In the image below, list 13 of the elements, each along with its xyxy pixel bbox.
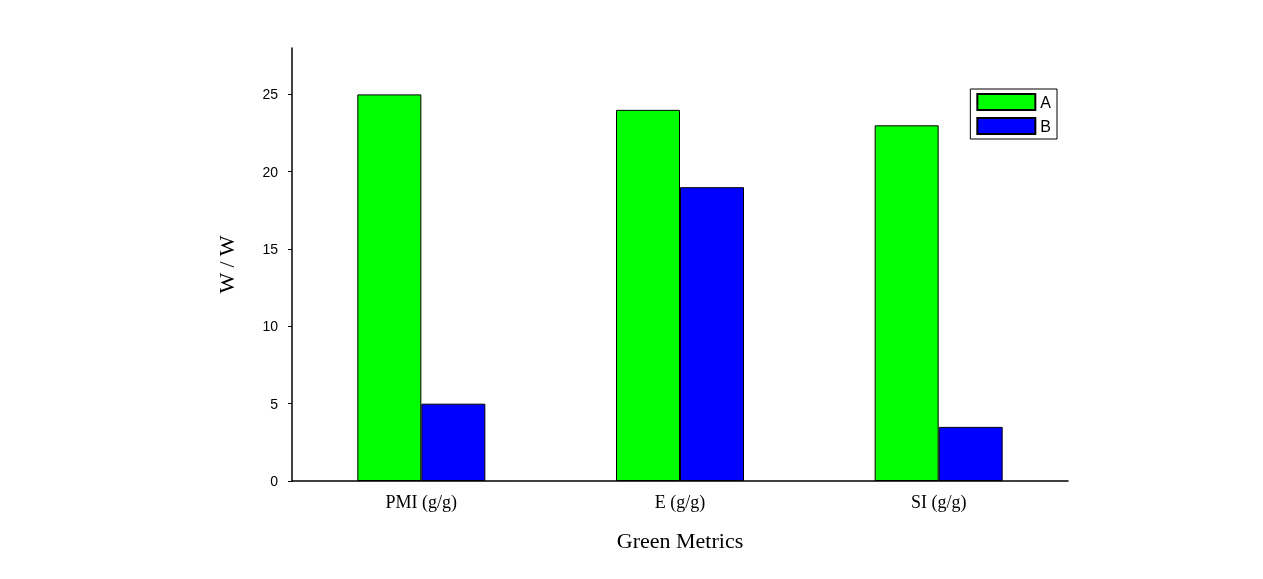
legend-label: A (1040, 93, 1052, 111)
y-axis-title: W / W (213, 235, 239, 294)
y-tick-label: 25 (262, 86, 279, 103)
y-tick-label: 15 (262, 241, 279, 258)
y-tick-label: 20 (262, 163, 279, 180)
y-tick-label: 10 (262, 318, 279, 335)
x-tick-label: SI (g/g) (910, 492, 967, 513)
y-tick-label: 5 (270, 395, 279, 412)
x-tick-label: E (g/g) (654, 492, 706, 513)
y-tick-label: 0 (270, 473, 279, 489)
x-axis-title: Green Metrics (616, 527, 744, 553)
legend-label: B (1040, 117, 1051, 135)
x-tick-label: PMI (g/g) (385, 492, 458, 513)
